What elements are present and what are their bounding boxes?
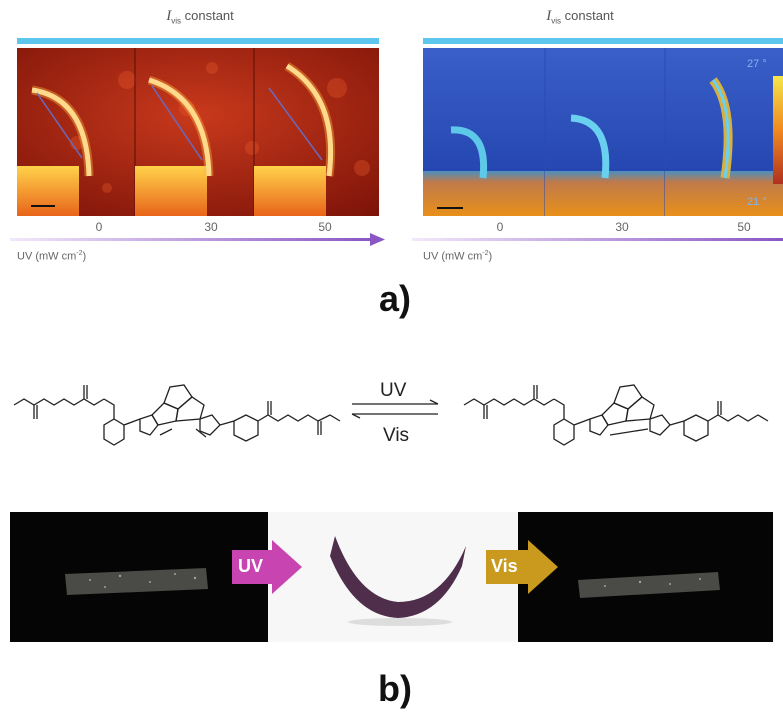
frame-3 xyxy=(254,62,336,216)
photo-vis-label: Vis xyxy=(491,556,518,576)
left-header: Ivis constant xyxy=(166,8,234,26)
temp-low-label: 21 ° xyxy=(747,196,767,208)
thermal-frame-1 xyxy=(423,126,545,216)
photoswitch-reaction-scheme xyxy=(13,384,769,446)
vis-arrow-shape xyxy=(486,540,558,594)
tick-left-50: 50 xyxy=(318,220,332,234)
fluorescence-image-strip xyxy=(17,48,379,216)
actuation-photo-strip xyxy=(10,512,773,642)
right-axis-label: UV (mW cm-2) xyxy=(423,250,493,263)
temperature-scale xyxy=(773,76,783,184)
right-header: Ivis constant xyxy=(546,8,614,26)
right-header-bar xyxy=(423,38,783,44)
closed-form-molecule xyxy=(463,384,769,446)
tick-right-50: 50 xyxy=(737,220,751,234)
temp-high-label: 27 ° xyxy=(747,58,767,70)
thermal-frame-2 xyxy=(545,114,665,216)
reaction-uv-label: UV xyxy=(380,380,407,401)
thermal-image-strip xyxy=(423,48,783,216)
tick-right-30: 30 xyxy=(615,220,629,234)
equilibrium-arrows xyxy=(351,399,439,419)
caption-a: a) xyxy=(378,278,411,319)
photo-uv-label: UV xyxy=(238,556,264,576)
tick-left-0: 0 xyxy=(95,220,103,234)
fluorescence-svg xyxy=(17,48,379,216)
thermal-svg xyxy=(423,48,783,216)
left-uv-axis-arrow xyxy=(10,233,385,246)
frame-1 xyxy=(17,85,94,216)
caption-b: b) xyxy=(378,668,412,709)
left-header-bar xyxy=(17,38,379,44)
frame-2 xyxy=(135,75,214,216)
open-form-molecule xyxy=(13,384,341,446)
right-uv-axis-arrow xyxy=(412,238,783,241)
uv-arrow-shape xyxy=(232,540,302,594)
photo-strip-svg xyxy=(10,512,773,642)
reaction-vis-label: Vis xyxy=(383,425,410,446)
tick-right-0: 0 xyxy=(496,220,504,234)
tick-left-30: 30 xyxy=(204,220,218,234)
left-axis-label: UV (mW cm-2) xyxy=(17,250,87,263)
thermal-frame-3 xyxy=(665,77,783,216)
